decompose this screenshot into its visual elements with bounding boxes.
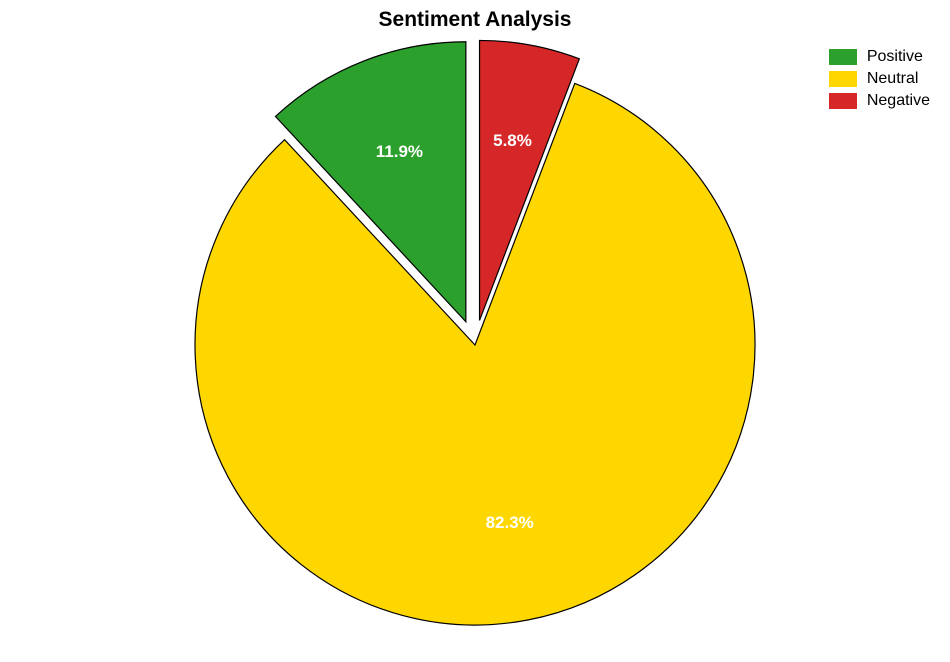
legend-label-neutral: Neutral [867,70,919,88]
legend-swatch-negative [829,93,857,109]
legend-item-positive: Positive [829,48,930,66]
slice-label-neutral: 82.3% [486,513,534,532]
legend-item-negative: Negative [829,92,930,110]
slice-label-positive: 11.9% [376,142,423,161]
legend-item-neutral: Neutral [829,70,930,88]
pie-chart-svg: 11.9% 82.3% 5.8% [0,0,950,662]
legend-label-positive: Positive [867,48,923,66]
legend-label-negative: Negative [867,92,930,110]
legend-swatch-neutral [829,71,857,87]
legend: Positive Neutral Negative [829,48,930,114]
legend-swatch-positive [829,49,857,65]
slice-label-negative: 5.8% [493,131,532,150]
pie-chart-container: Sentiment Analysis 11.9%82.3%5.8% Positi… [0,0,950,662]
pie-slice-neutral [195,83,755,625]
